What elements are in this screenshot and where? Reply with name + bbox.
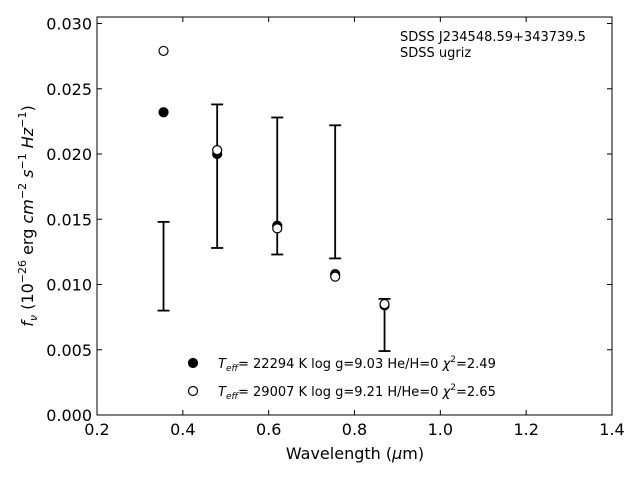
y-tick-label: 0.010 <box>46 276 92 295</box>
y-tick-label: 0.005 <box>46 341 92 360</box>
x-tick-label: 0.6 <box>256 420 281 439</box>
y-tick-label: 0.000 <box>46 406 92 425</box>
plot-area: 0.2 0.4 0.6 0.8 1.0 1.2 1.4 0.000 0.005 0.010 0.01… <box>46 15 625 439</box>
data-point-open <box>272 223 283 234</box>
annotation-line-1: SDSS J234548.59+343739.5 <box>400 30 586 45</box>
data-point-open <box>330 271 341 282</box>
x-tick-label: 1.0 <box>428 420 453 439</box>
y-tick-label: 0.020 <box>46 145 92 164</box>
x-tick-label: 0.8 <box>342 420 367 439</box>
y-tick-label: 0.025 <box>46 80 92 99</box>
y-tick-label: 0.030 <box>46 15 92 34</box>
y-tick-label: 0.015 <box>46 210 92 229</box>
annotation-line-2: SDSS ugriz <box>400 46 471 61</box>
legend-marker-open <box>187 385 199 397</box>
y-axis-title: fν (10−26 erg cm−2 s−1 Hz−1) <box>16 105 40 326</box>
legend: Teff= 22294 K log g=9.03 He/H=0 χ2=2.49 … <box>187 355 496 402</box>
legend-marker-filled <box>187 357 199 369</box>
x-tick-label: 1.2 <box>513 420 538 439</box>
plot-frame <box>96 16 613 416</box>
data-point-open <box>212 145 223 156</box>
data-point-filled <box>158 107 169 118</box>
data-point-open <box>379 298 390 310</box>
x-tick-label: 0.2 <box>84 420 109 439</box>
data-point-open <box>158 45 169 57</box>
x-axis-title: Wavelength (μm) <box>286 444 424 463</box>
x-tick-label: 0.4 <box>170 420 195 439</box>
legend-entry-2: Teff= 29007 K log g=9.21 H/He=0 χ2=2.65 <box>218 383 496 402</box>
legend-entry-1: Teff= 22294 K log g=9.03 He/H=0 χ2=2.49 <box>218 355 496 374</box>
x-tick-label: 1.4 <box>599 420 624 439</box>
